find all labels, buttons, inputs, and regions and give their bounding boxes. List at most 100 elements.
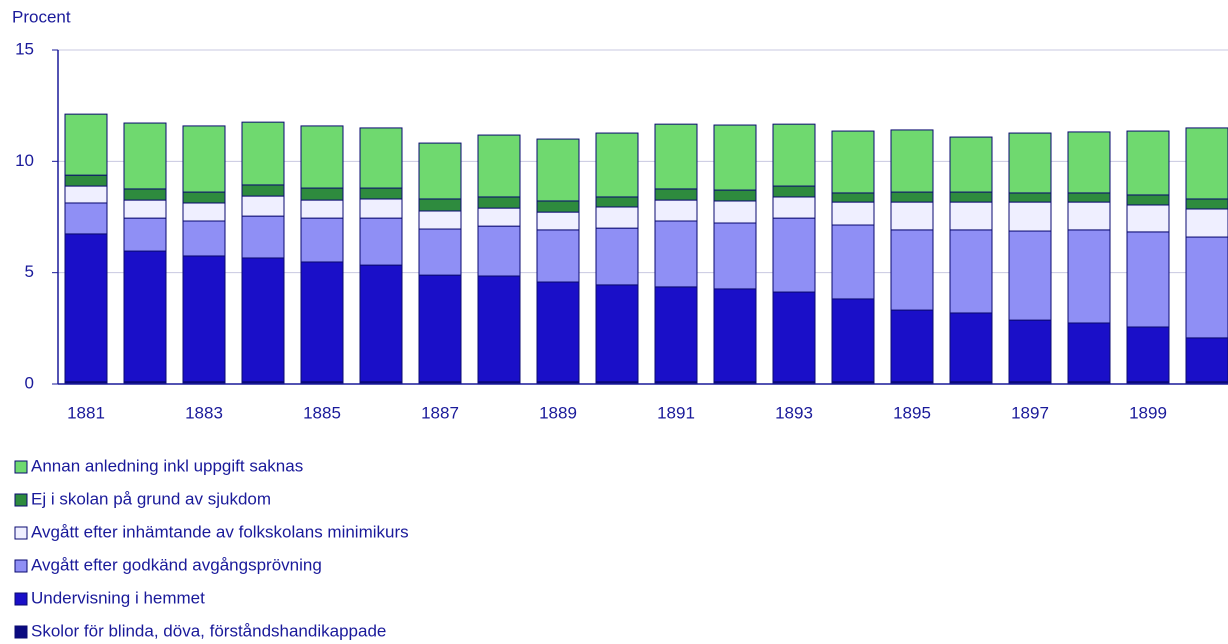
bar-segment bbox=[64, 202, 108, 235]
bar-segment bbox=[1185, 208, 1228, 238]
bar-segment bbox=[654, 220, 698, 288]
y-tick-label: 0 bbox=[25, 373, 34, 392]
bar-segment bbox=[300, 187, 344, 201]
bar-segment bbox=[713, 222, 757, 290]
bar-segment bbox=[182, 220, 226, 257]
bar-segment bbox=[654, 188, 698, 201]
legend-swatch bbox=[14, 592, 28, 606]
bar-segment bbox=[772, 185, 816, 198]
bar-segment bbox=[536, 138, 580, 202]
bar-segment bbox=[300, 217, 344, 263]
bar-segment bbox=[241, 215, 285, 259]
legend-label: Undervisning i hemmet bbox=[31, 588, 205, 607]
bar-segment bbox=[831, 201, 875, 226]
bar-segment bbox=[182, 202, 226, 222]
legend-label: Ej i skolan på grund av sjukdom bbox=[31, 489, 271, 508]
bar-segment bbox=[1008, 192, 1052, 203]
bar-segment bbox=[1185, 127, 1228, 200]
bar-segment bbox=[595, 196, 639, 208]
bar-segment bbox=[418, 228, 462, 276]
bar-segment bbox=[1185, 198, 1228, 210]
x-tick-label: 1881 bbox=[67, 403, 105, 422]
bar-segment bbox=[713, 200, 757, 224]
legend-label: Annan anledning inkl uppgift saknas bbox=[31, 456, 303, 475]
bar-segment bbox=[772, 196, 816, 219]
bar-segment bbox=[713, 288, 757, 383]
bar-segment bbox=[477, 275, 521, 383]
bar-segment bbox=[359, 217, 403, 266]
bar-segment bbox=[123, 250, 167, 383]
bar-segment bbox=[890, 129, 934, 193]
bar-segment bbox=[772, 291, 816, 383]
bar-segment bbox=[477, 134, 521, 198]
bar-segment bbox=[123, 122, 167, 190]
bar-segment bbox=[831, 224, 875, 300]
bar-segment bbox=[1008, 132, 1052, 194]
bar-segment bbox=[418, 198, 462, 212]
bar-segment bbox=[536, 229, 580, 283]
y-tick-label: 5 bbox=[25, 262, 34, 281]
bar-segment bbox=[477, 196, 521, 209]
bar-segment bbox=[64, 113, 108, 176]
legend-label: Skolor för blinda, döva, förståndshandik… bbox=[31, 621, 386, 640]
bar-segment bbox=[241, 257, 285, 383]
bar-segment bbox=[477, 207, 521, 227]
bar-segment bbox=[1067, 201, 1111, 231]
x-tick-label: 1887 bbox=[421, 403, 459, 422]
bar-segment bbox=[123, 199, 167, 219]
bar-segment bbox=[123, 188, 167, 201]
bar-segment bbox=[241, 121, 285, 186]
bar-segment bbox=[890, 201, 934, 231]
bar-segment bbox=[831, 192, 875, 203]
bar-segment bbox=[595, 284, 639, 383]
bar-segment bbox=[536, 211, 580, 231]
bar-segment bbox=[772, 217, 816, 293]
x-tick-label: 1893 bbox=[775, 403, 813, 422]
bar-segment bbox=[1126, 130, 1170, 196]
bar-segment bbox=[713, 189, 757, 202]
bar-segment bbox=[831, 298, 875, 383]
x-tick-label: 1895 bbox=[893, 403, 931, 422]
y-axis-title: Procent bbox=[12, 7, 71, 26]
bar-segment bbox=[1008, 230, 1052, 321]
legend-swatch bbox=[14, 625, 28, 639]
bar-segment bbox=[359, 127, 403, 189]
x-tick-label: 1897 bbox=[1011, 403, 1049, 422]
bar-segment bbox=[949, 191, 993, 203]
legend-swatch bbox=[14, 559, 28, 573]
bar-segment bbox=[477, 225, 521, 277]
bar-segment bbox=[418, 142, 462, 200]
bar-segment bbox=[1067, 322, 1111, 383]
bar-segment bbox=[241, 184, 285, 197]
bar-segment bbox=[1185, 236, 1228, 339]
x-tick-label: 1889 bbox=[539, 403, 577, 422]
legend-label: Avgått efter inhämtande av folkskolans m… bbox=[31, 522, 409, 541]
x-tick-label: 1883 bbox=[185, 403, 223, 422]
bar-segment bbox=[359, 264, 403, 383]
bar-segment bbox=[654, 286, 698, 383]
bar-segment bbox=[64, 185, 108, 204]
bar-segment bbox=[64, 174, 108, 187]
bar-segment bbox=[595, 132, 639, 198]
bar-segment bbox=[359, 198, 403, 219]
bar-segment bbox=[890, 191, 934, 203]
bar-segment bbox=[359, 187, 403, 200]
bar-segment bbox=[1126, 231, 1170, 328]
bar-segment bbox=[1126, 204, 1170, 233]
bar-segment bbox=[949, 312, 993, 383]
bar-segment bbox=[949, 229, 993, 314]
bar-segment bbox=[300, 199, 344, 219]
legend-swatch bbox=[14, 493, 28, 507]
bar-segment bbox=[890, 229, 934, 311]
bar-segment bbox=[182, 125, 226, 193]
bar-segment bbox=[1067, 192, 1111, 203]
y-tick-label: 10 bbox=[15, 151, 34, 170]
x-tick-label: 1891 bbox=[657, 403, 695, 422]
y-tick-label: 15 bbox=[15, 39, 34, 58]
bar-segment bbox=[1008, 201, 1052, 232]
bar-segment bbox=[182, 191, 226, 204]
bar-segment bbox=[949, 201, 993, 231]
legend-label: Avgått efter godkänd avgångsprövning bbox=[31, 555, 322, 574]
bar-segment bbox=[595, 206, 639, 229]
